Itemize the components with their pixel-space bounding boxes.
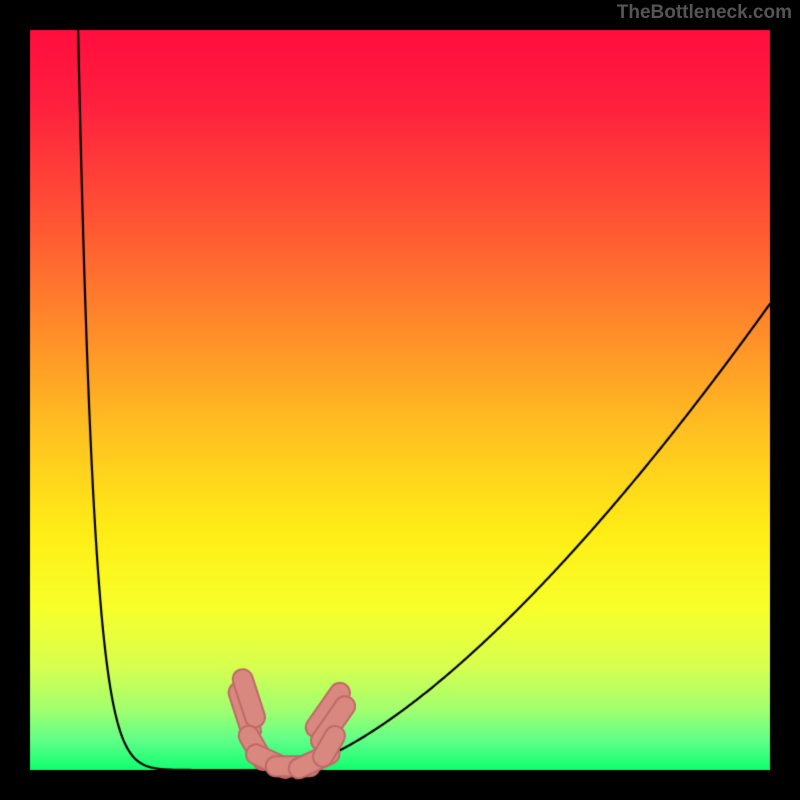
bottleneck-curve-chart: [0, 0, 800, 800]
